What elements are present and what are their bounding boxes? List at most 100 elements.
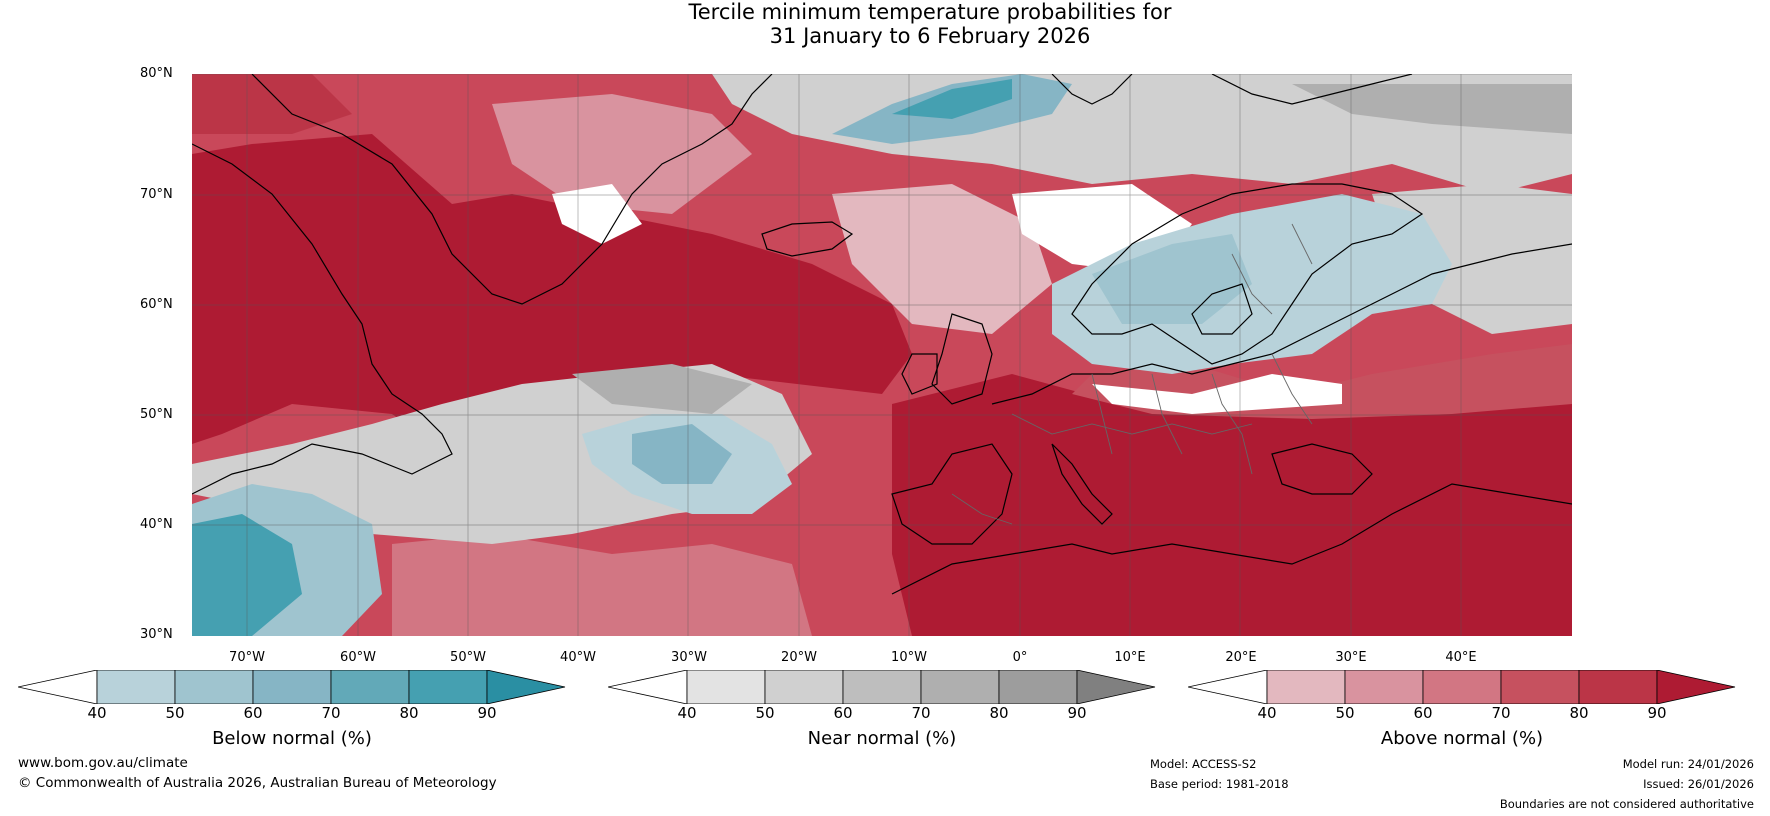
tick: 90	[1647, 704, 1667, 722]
probability-map	[192, 74, 1572, 636]
tick: 60	[833, 704, 853, 722]
map-title: Tercile minimum temperature probabilitie…	[0, 0, 1770, 48]
title-line-2: 31 January to 6 February 2026	[769, 24, 1091, 48]
tick: 40	[87, 704, 107, 722]
colorbar-below-label: Below normal (%)	[212, 728, 372, 749]
colorbar-segment	[1266, 669, 1346, 705]
tick: 60	[243, 704, 263, 722]
tick: 80	[399, 704, 419, 722]
coastline-italy	[1051, 443, 1113, 525]
lon-label-10e: 10°E	[1114, 650, 1146, 665]
tick: 60	[1413, 704, 1433, 722]
lat-label-30n: 30°N	[140, 627, 173, 642]
colorbar-extend-high	[1656, 669, 1736, 705]
coastline-ireland	[901, 353, 938, 395]
coastline-uk	[931, 313, 993, 405]
lon-label-20w: 20°W	[781, 650, 817, 665]
colorbar-above-label: Above normal (%)	[1380, 728, 1544, 749]
region-light-white-1	[552, 184, 642, 244]
coastline-iberia	[891, 443, 1013, 545]
region-grey-arctic-dark	[1292, 84, 1572, 134]
colorbar-segment	[686, 669, 766, 705]
footer-copyright: © Commonwealth of Australia 2026, Austra…	[18, 775, 497, 791]
colorbar-segment	[920, 669, 1000, 705]
borders	[951, 223, 1313, 525]
lat-label-40n: 40°N	[140, 517, 173, 532]
region-pink-norway-sea	[832, 184, 1052, 334]
tick: 90	[477, 704, 497, 722]
graticule	[192, 74, 1572, 636]
coastline-baltic	[1191, 283, 1253, 335]
tick: 80	[1569, 704, 1589, 722]
colorbar-extend-low	[1187, 669, 1268, 705]
lon-label-50w: 50°W	[450, 650, 486, 665]
colorbar-below	[17, 669, 568, 708]
colorbar-segment	[998, 669, 1078, 705]
colorbar-extend-high	[486, 669, 566, 705]
colorbar-extend-high	[1076, 669, 1156, 705]
tick: 50	[1335, 704, 1355, 722]
footer-model-run: Model run: 24/01/2026	[1622, 757, 1754, 771]
coastline-greenland	[251, 74, 773, 305]
region-grey-central-dark	[572, 364, 752, 414]
coastline-canada	[192, 143, 453, 495]
colorbar-segment	[252, 669, 332, 705]
footer-model: Model: ACCESS-S2	[1150, 757, 1257, 771]
colorbar-extend-low	[17, 669, 98, 705]
region-white-below-scand	[1092, 374, 1342, 414]
lon-label-40e: 40°E	[1445, 650, 1477, 665]
colorbar-above	[1187, 669, 1738, 708]
tick: 80	[989, 704, 1009, 722]
coastline-black-sea	[1271, 443, 1373, 495]
map-canvas	[192, 74, 1572, 636]
footer-base-period: Base period: 1981-2018	[1150, 777, 1289, 791]
tick: 70	[321, 704, 341, 722]
lon-label-30e: 30°E	[1335, 650, 1367, 665]
colorbar-segment	[1344, 669, 1424, 705]
lon-label-30w: 30°W	[671, 650, 707, 665]
colorbar-segment	[96, 669, 176, 705]
lon-label-40w: 40°W	[560, 650, 596, 665]
colorbar-extend-low	[607, 669, 688, 705]
tick: 50	[755, 704, 775, 722]
lat-label-80n: 80°N	[140, 66, 173, 81]
region-dark-red-europe	[892, 374, 1572, 636]
footer-issued: Issued: 26/01/2026	[1643, 777, 1754, 791]
colorbar-segment	[174, 669, 254, 705]
region-blue-scandinavia-core	[1092, 234, 1252, 324]
colorbar-segment	[764, 669, 844, 705]
coastline-scandinavia	[1071, 183, 1424, 365]
region-blue-atlantic-core	[632, 424, 732, 484]
coastline-novaya-zemlya	[1211, 74, 1413, 105]
tick: 70	[1491, 704, 1511, 722]
footer-disclaimer: Boundaries are not considered authoritat…	[1499, 797, 1754, 811]
tick: 50	[165, 704, 185, 722]
lat-label-70n: 70°N	[140, 187, 173, 202]
title-line-1: Tercile minimum temperature probabilitie…	[688, 0, 1172, 24]
region-pink-south	[392, 534, 812, 636]
lat-label-50n: 50°N	[140, 407, 173, 422]
colorbar-near-label: Near normal (%)	[807, 728, 957, 749]
lon-label-70w: 70°W	[229, 650, 265, 665]
colorbar-segment	[842, 669, 922, 705]
region-pink-greenland	[492, 94, 752, 214]
footer-website: www.bom.gov.au/climate	[18, 755, 188, 771]
colorbar-segment	[1500, 669, 1580, 705]
lon-label-10w: 10°W	[891, 650, 927, 665]
lon-label-20e: 20°E	[1225, 650, 1257, 665]
colorbar-segment	[1578, 669, 1658, 705]
colorbar-near	[607, 669, 1158, 708]
tick: 90	[1067, 704, 1087, 722]
region-blue-arctic-core	[892, 79, 1012, 119]
colorbar-segment	[1422, 669, 1502, 705]
tick: 40	[1257, 704, 1277, 722]
lon-label-0: 0°	[1012, 650, 1028, 665]
colorbar-segment	[408, 669, 488, 705]
lon-label-60w: 60°W	[340, 650, 376, 665]
coastline-iceland	[761, 221, 854, 257]
coastline-north-africa	[891, 483, 1572, 595]
region-dark-red-atlantic	[192, 134, 912, 484]
lat-label-60n: 60°N	[140, 297, 173, 312]
tick: 40	[677, 704, 697, 722]
region-dark-red-arctic	[192, 74, 352, 134]
